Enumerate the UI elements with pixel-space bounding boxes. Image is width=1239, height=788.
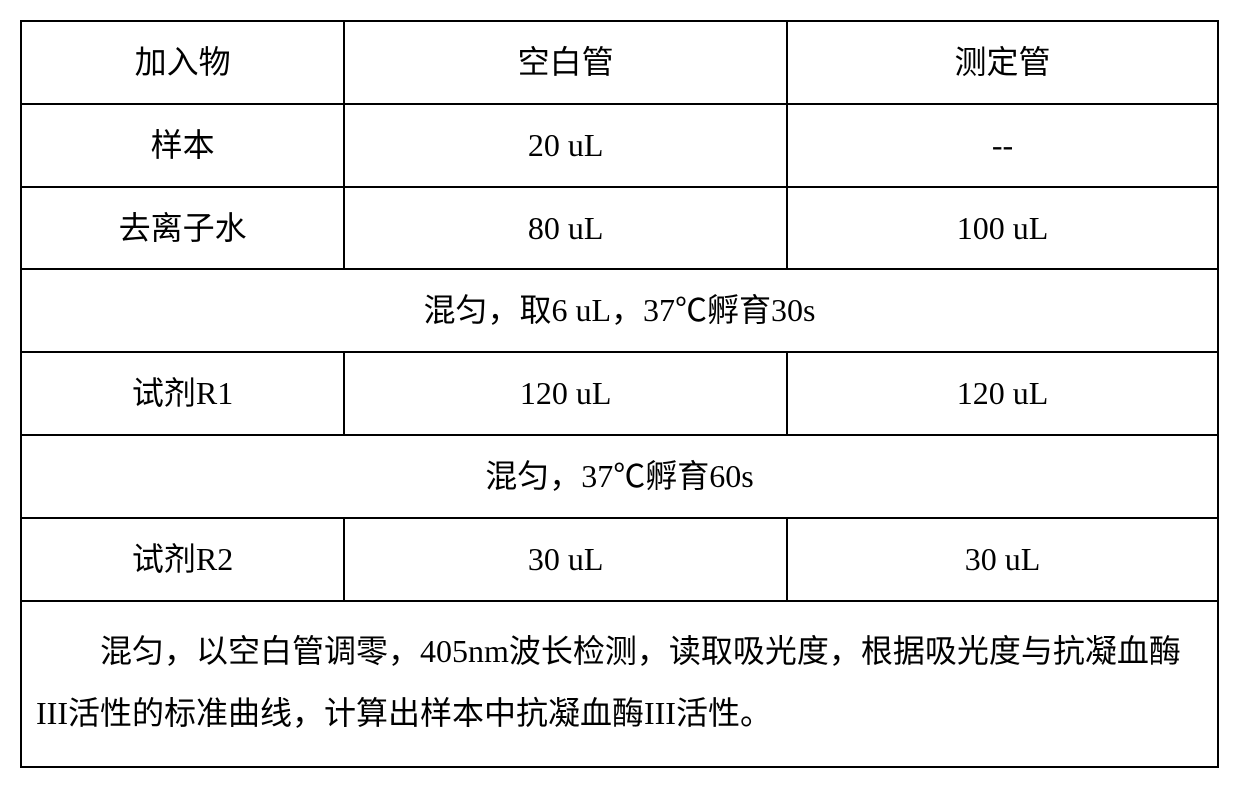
table-row: 样本 20 uL -- [21, 104, 1218, 187]
header-test-tube: 测定管 [787, 21, 1218, 104]
cell-r1-blank: 120 uL [344, 352, 787, 435]
row-label-sample: 样本 [21, 104, 344, 187]
table-row: 去离子水 80 uL 100 uL [21, 187, 1218, 270]
cell-water-blank: 80 uL [344, 187, 787, 270]
cell-water-test: 100 uL [787, 187, 1218, 270]
table-row: 试剂R2 30 uL 30 uL [21, 518, 1218, 601]
protocol-table-container: 加入物 空白管 测定管 样本 20 uL -- 去离子水 80 uL 100 u… [20, 20, 1219, 768]
cell-r1-test: 120 uL [787, 352, 1218, 435]
header-blank-tube: 空白管 [344, 21, 787, 104]
cell-r2-blank: 30 uL [344, 518, 787, 601]
table-row: 试剂R1 120 uL 120 uL [21, 352, 1218, 435]
header-additive: 加入物 [21, 21, 344, 104]
row-label-water: 去离子水 [21, 187, 344, 270]
row-label-r2: 试剂R2 [21, 518, 344, 601]
table-header-row: 加入物 空白管 测定管 [21, 21, 1218, 104]
row-label-r1: 试剂R1 [21, 352, 344, 435]
instruction-mix-incubate-2: 混匀，37℃孵育60s [21, 435, 1218, 518]
final-instruction: 混匀，以空白管调零，405nm波长检测，读取吸光度，根据吸光度与抗凝血酶III活… [21, 601, 1218, 768]
cell-r2-test: 30 uL [787, 518, 1218, 601]
cell-sample-test: -- [787, 104, 1218, 187]
instruction-mix-incubate-1: 混匀，取6 uL，37℃孵育30s [21, 269, 1218, 352]
final-instruction-text: 混匀，以空白管调零，405nm波长检测，读取吸光度，根据吸光度与抗凝血酶III活… [36, 633, 1181, 731]
cell-sample-blank: 20 uL [344, 104, 787, 187]
final-instruction-row: 混匀，以空白管调零，405nm波长检测，读取吸光度，根据吸光度与抗凝血酶III活… [21, 601, 1218, 768]
instruction-row: 混匀，取6 uL，37℃孵育30s [21, 269, 1218, 352]
protocol-table: 加入物 空白管 测定管 样本 20 uL -- 去离子水 80 uL 100 u… [20, 20, 1219, 768]
instruction-row: 混匀，37℃孵育60s [21, 435, 1218, 518]
